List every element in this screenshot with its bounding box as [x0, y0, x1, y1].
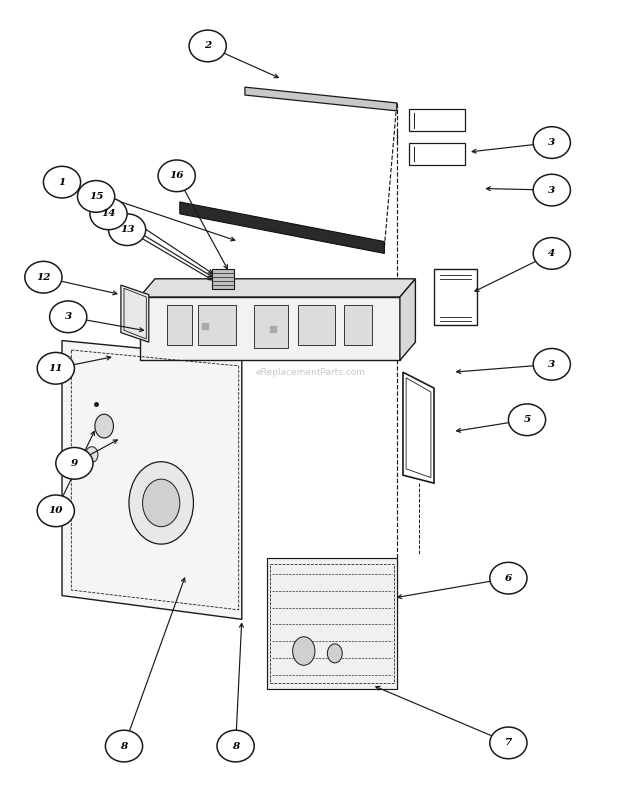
Polygon shape [212, 269, 234, 289]
Text: 10: 10 [48, 506, 63, 516]
Ellipse shape [533, 348, 570, 380]
Polygon shape [62, 341, 242, 619]
Ellipse shape [105, 730, 143, 762]
Text: 8: 8 [120, 741, 128, 751]
Polygon shape [298, 305, 335, 345]
Polygon shape [180, 202, 384, 253]
Ellipse shape [50, 301, 87, 333]
Text: 9: 9 [71, 459, 78, 468]
Polygon shape [400, 279, 415, 360]
Text: eReplacementParts.com: eReplacementParts.com [255, 367, 365, 377]
Ellipse shape [78, 181, 115, 212]
Circle shape [143, 479, 180, 527]
Ellipse shape [56, 447, 93, 479]
Text: 6: 6 [505, 573, 512, 583]
Ellipse shape [90, 198, 127, 230]
Text: 15: 15 [89, 192, 104, 201]
Ellipse shape [533, 238, 570, 269]
Ellipse shape [490, 562, 527, 594]
Ellipse shape [533, 127, 570, 158]
Text: 16: 16 [169, 171, 184, 181]
Text: 3: 3 [548, 360, 556, 369]
Text: 11: 11 [48, 364, 63, 373]
Text: 5: 5 [523, 415, 531, 425]
Text: 7: 7 [505, 738, 512, 748]
Polygon shape [245, 87, 397, 111]
Text: 13: 13 [120, 225, 135, 234]
Polygon shape [167, 305, 192, 345]
Circle shape [327, 644, 342, 663]
Ellipse shape [189, 30, 226, 62]
Text: 3: 3 [548, 138, 556, 147]
Polygon shape [267, 558, 397, 689]
Polygon shape [254, 305, 288, 348]
Circle shape [129, 462, 193, 544]
Ellipse shape [37, 495, 74, 527]
Ellipse shape [217, 730, 254, 762]
Ellipse shape [508, 404, 546, 436]
Ellipse shape [108, 214, 146, 246]
Text: 4: 4 [548, 249, 556, 258]
Ellipse shape [37, 352, 74, 384]
Ellipse shape [533, 174, 570, 206]
Ellipse shape [25, 261, 62, 293]
Text: 3: 3 [64, 312, 72, 322]
Text: 14: 14 [101, 209, 116, 219]
Text: 3: 3 [548, 185, 556, 195]
Text: 2: 2 [204, 41, 211, 51]
Polygon shape [344, 305, 372, 345]
Polygon shape [140, 279, 415, 297]
Text: 8: 8 [232, 741, 239, 751]
Circle shape [293, 637, 315, 665]
Ellipse shape [490, 727, 527, 759]
Ellipse shape [43, 166, 81, 198]
Text: 1: 1 [58, 177, 66, 187]
Text: 12: 12 [36, 272, 51, 282]
Polygon shape [198, 305, 236, 345]
Circle shape [86, 447, 98, 463]
Polygon shape [121, 285, 149, 342]
Ellipse shape [158, 160, 195, 192]
Circle shape [95, 414, 113, 438]
Polygon shape [140, 297, 400, 360]
